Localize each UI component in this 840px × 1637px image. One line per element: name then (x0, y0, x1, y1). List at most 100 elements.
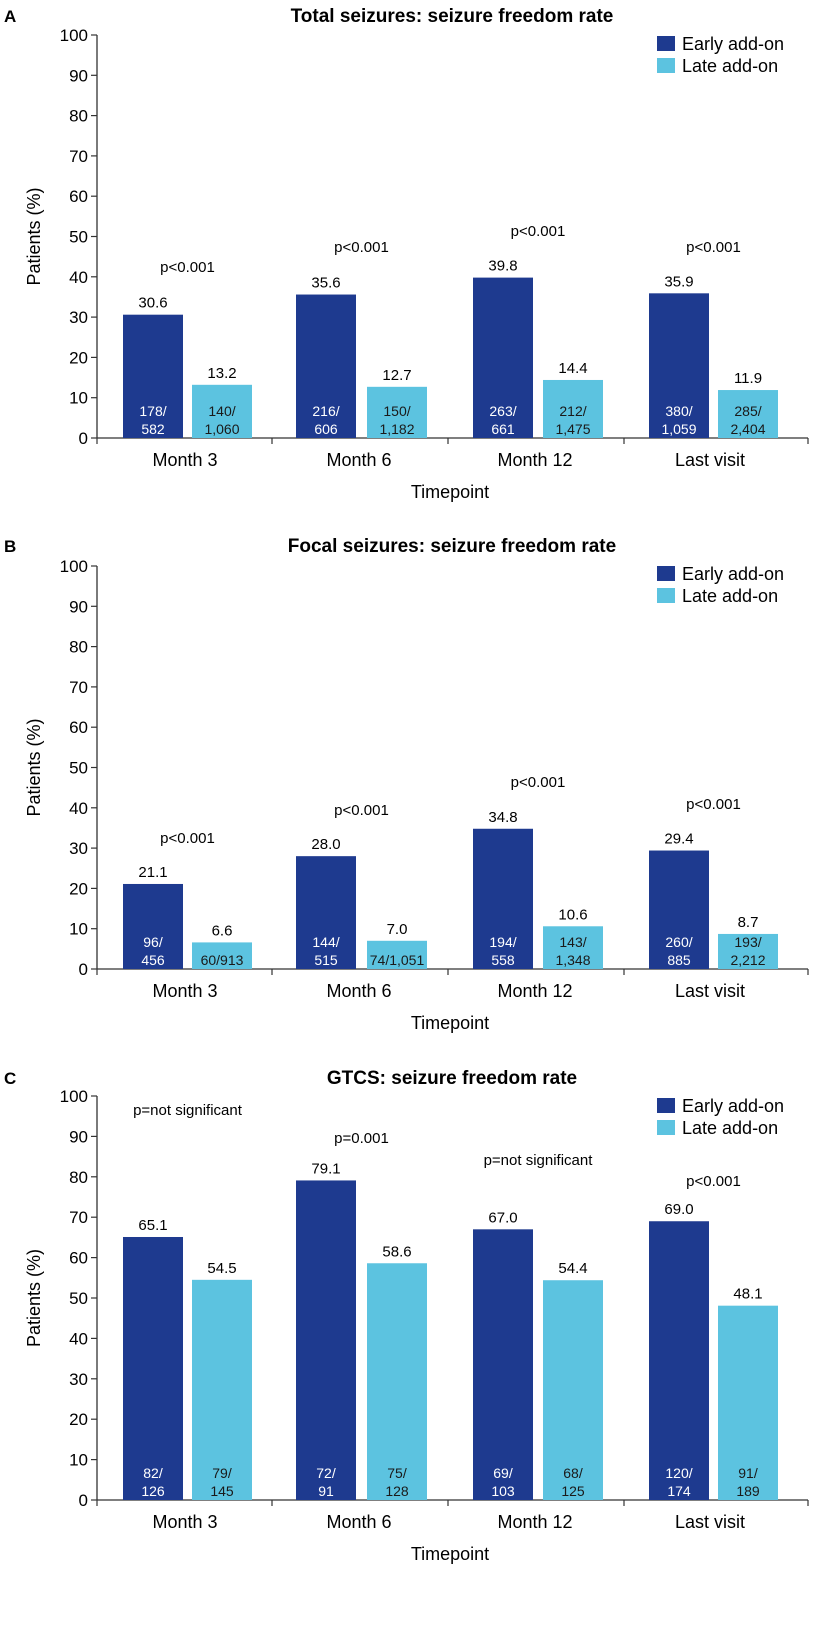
panel-a-bar-late (192, 384, 252, 438)
panel-c-y-tick-label: 90 (69, 1127, 88, 1146)
panel-c-value-label: 58.6 (382, 1243, 411, 1260)
panel-b-y-tick-label: 20 (69, 879, 88, 898)
panel-c-bar-early (649, 1221, 709, 1500)
panel-a-category-label: Month 12 (497, 450, 572, 470)
panel-b-legend-swatch-early (657, 566, 675, 581)
panel-c-y-tick-label: 100 (60, 1087, 88, 1106)
panel-c-y-tick-label: 10 (69, 1451, 88, 1470)
panel-b-count-label: 193/ (734, 934, 761, 950)
panel-c-value-label: 65.1 (138, 1217, 167, 1234)
panel-a-label: A (4, 7, 16, 26)
panel-b-count-label: 456 (141, 952, 165, 968)
panel-a-value-label: 35.9 (664, 273, 693, 290)
panel-b-count-label: 144/ (312, 934, 339, 950)
panel-a-bar-early (296, 294, 356, 438)
panel-a-y-tick-label: 10 (69, 389, 88, 408)
panel-a-value-label: 39.8 (488, 258, 517, 275)
panel-a-y-tick-label: 20 (69, 348, 88, 367)
panel-a-value-label: 30.6 (138, 295, 167, 312)
panel-a-legend-label: Early add-on (682, 34, 784, 54)
panel-c-bar-early (296, 1180, 356, 1500)
panel-b-p-value: p<0.001 (686, 796, 741, 813)
panel-b-y-tick-label: 0 (79, 960, 88, 979)
panel-b-x-axis-label: Timepoint (411, 1013, 489, 1033)
panel-c-y-tick-label: 50 (69, 1289, 88, 1308)
panel-b-y-tick-label: 30 (69, 839, 88, 858)
panel-c-value-label: 69.0 (664, 1201, 693, 1218)
panel-c-y-tick-label: 60 (69, 1249, 88, 1268)
panel-c-label: C (4, 1069, 16, 1088)
panel-c-count-label: 145 (210, 1483, 234, 1499)
panel-a-y-tick-label: 60 (69, 187, 88, 206)
panel-a-bar-early (649, 293, 709, 438)
panel-c-category-label: Month 12 (497, 1512, 572, 1532)
panel-c-category-label: Month 6 (326, 1512, 391, 1532)
panel-c-count-label: 125 (561, 1483, 585, 1499)
panel-c-p-value: p=0.001 (334, 1130, 389, 1147)
panel-a-value-label: 11.9 (734, 370, 762, 387)
panel-b-y-tick-label: 10 (69, 920, 88, 939)
panel-b-category-label: Month 6 (326, 981, 391, 1001)
panel-b-y-tick-label: 40 (69, 799, 88, 818)
panel-c-bar-early (473, 1229, 533, 1500)
panel-b-value-label: 8.7 (738, 914, 759, 931)
panel-a-value-label: 13.2 (207, 365, 236, 382)
panel-b-y-tick-label: 50 (69, 759, 88, 778)
panel-c-count-label: 128 (385, 1483, 409, 1499)
panel-a-y-tick-label: 90 (69, 66, 88, 85)
panel-b-count-label: 96/ (143, 934, 163, 950)
panel-a-count-label: 1,060 (204, 421, 239, 437)
panel-c-y-tick-label: 30 (69, 1370, 88, 1389)
panel-b-bar-late (367, 940, 427, 969)
panel-b-bar-early (296, 856, 356, 969)
panel-a-count-label: 263/ (489, 403, 516, 419)
panel-a-value-label: 12.7 (382, 367, 411, 384)
panel-a-count-label: 178/ (139, 403, 166, 419)
panel-a-y-tick-label: 100 (60, 26, 88, 45)
panel-c-y-axis-label: Patients (%) (24, 1249, 44, 1347)
panel-b-count-label: 1,348 (555, 952, 590, 968)
panel-c-y-tick-label: 80 (69, 1168, 88, 1187)
panel-b-count-label: 74/1,051 (370, 952, 425, 968)
panel-b-y-tick-label: 80 (69, 638, 88, 657)
panel-b-y-tick-label: 90 (69, 597, 88, 616)
panel-a-bar-early (473, 277, 533, 438)
panel-b-value-label: 29.4 (664, 831, 693, 848)
panel-b-bar-late (718, 933, 778, 969)
panel-c-count-label: 72/ (316, 1465, 336, 1481)
panel-c-bar-late (718, 1305, 778, 1500)
panel-a-count-label: 216/ (312, 403, 339, 419)
panel-c-count-label: 82/ (143, 1465, 163, 1481)
panel-c-bar-early (123, 1236, 183, 1500)
panel-a-bar-early (123, 314, 183, 438)
panel-b-legend-label: Late add-on (682, 586, 778, 606)
panel-b-count-label: 885 (667, 952, 691, 968)
panel-c-category-label: Last visit (675, 1512, 745, 1532)
panel-c-count-label: 91/ (738, 1465, 758, 1481)
panel-b-legend-label: Early add-on (682, 564, 784, 584)
panel-b-value-label: 34.8 (488, 809, 517, 826)
panel-c-bar-late (367, 1263, 427, 1500)
panel-b-count-label: 194/ (489, 934, 516, 950)
panel-a-count-label: 1,182 (379, 421, 414, 437)
panel-a-y-tick-label: 40 (69, 268, 88, 287)
panel-a-count-label: 212/ (559, 403, 586, 419)
panel-a-count-label: 661 (491, 421, 515, 437)
panel-c-value-label: 54.5 (207, 1260, 236, 1277)
panel-c-count-label: 79/ (212, 1465, 232, 1481)
panel-c-bar-late (192, 1279, 252, 1500)
panel-a-count-label: 582 (141, 421, 165, 437)
panel-c-count-label: 120/ (665, 1465, 692, 1481)
panel-a-x-axis-label: Timepoint (411, 482, 489, 502)
panel-b-y-axis-label: Patients (%) (24, 718, 44, 816)
panel-a-bar-late (543, 379, 603, 438)
panel-a-bar-late (718, 390, 778, 438)
panel-c-bar-late (543, 1280, 603, 1500)
panel-c-y-tick-label: 40 (69, 1329, 88, 1348)
panel-a-p-value: p<0.001 (511, 223, 566, 240)
panel-c-x-axis-label: Timepoint (411, 1544, 489, 1564)
panel-a-y-tick-label: 50 (69, 228, 88, 247)
panel-b-bar-late (192, 942, 252, 969)
panel-a-p-value: p<0.001 (686, 239, 741, 256)
panel-c-legend-label: Early add-on (682, 1096, 784, 1116)
